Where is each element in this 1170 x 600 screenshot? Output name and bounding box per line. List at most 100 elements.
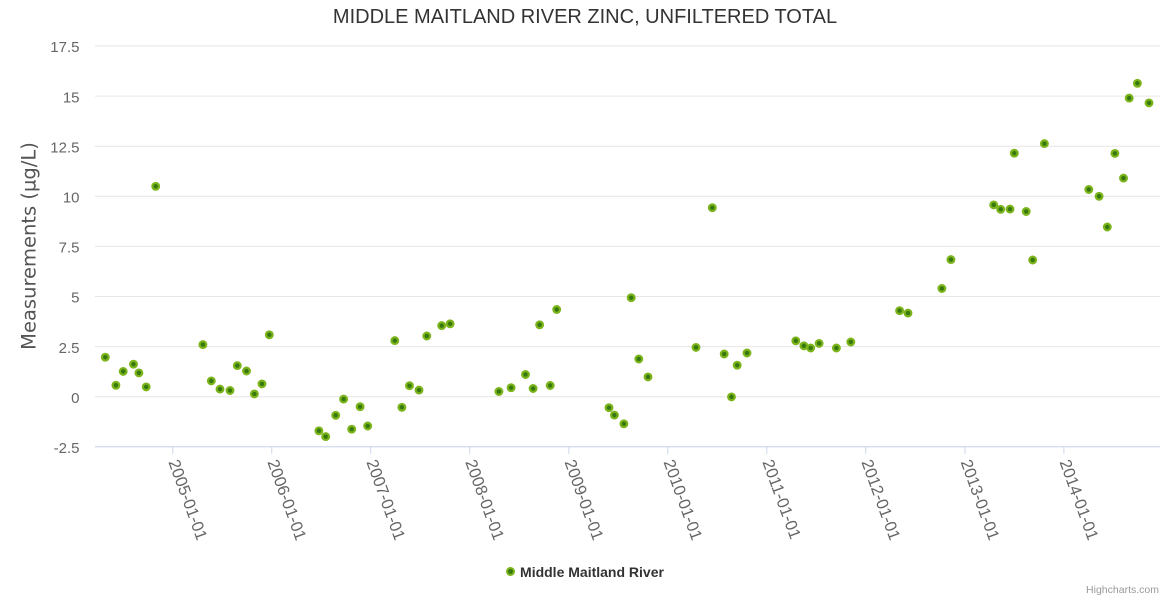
data-point[interactable]	[1021, 207, 1031, 216]
data-point[interactable]	[1094, 191, 1104, 201]
legend-marker-icon	[506, 567, 516, 576]
data-point[interactable]	[732, 360, 742, 370]
data-point[interactable]	[1124, 93, 1134, 103]
data-point[interactable]	[118, 366, 128, 376]
x-axis-label: 2011-01-01	[759, 457, 804, 541]
data-point[interactable]	[151, 181, 161, 191]
x-axis-ticks	[172, 446, 1065, 454]
x-axis-label: 2013-01-01	[957, 457, 1003, 542]
y-axis-label: -2.5	[54, 440, 80, 457]
highcharts-credit[interactable]: Highcharts.com	[1086, 584, 1159, 596]
chart-title: MIDDLE MAITLAND RIVER ZINC, UNFILTERED T…	[332, 6, 838, 28]
data-point[interactable]	[232, 361, 242, 371]
x-axis-labels: 2005-01-01 2006-01-01 2007-01-01 2008-01-01…	[165, 457, 1102, 542]
data-point[interactable]	[397, 402, 407, 412]
data-point[interactable]	[521, 370, 530, 379]
series-points	[100, 78, 1154, 442]
data-point[interactable]	[846, 337, 856, 347]
x-axis-label: 2008-01-01	[461, 457, 507, 542]
data-point[interactable]	[604, 403, 614, 413]
data-point[interactable]	[445, 319, 455, 329]
gridlines	[94, 45, 1160, 448]
data-point[interactable]	[552, 305, 562, 314]
data-point[interactable]	[707, 203, 717, 213]
data-point[interactable]	[111, 380, 121, 390]
data-point[interactable]	[634, 354, 644, 364]
data-point[interactable]	[242, 366, 251, 376]
data-point[interactable]	[390, 336, 400, 346]
data-point[interactable]	[422, 331, 432, 341]
data-point[interactable]	[996, 204, 1006, 214]
data-point[interactable]	[100, 352, 110, 362]
y-axis-label: 15	[63, 89, 80, 106]
data-point[interactable]	[1132, 78, 1142, 88]
x-axis-label: 2005-01-01	[165, 457, 211, 542]
data-point[interactable]	[937, 284, 947, 293]
data-point[interactable]	[831, 343, 841, 353]
data-point[interactable]	[528, 384, 538, 393]
data-point[interactable]	[1110, 148, 1120, 158]
data-point[interactable]	[141, 382, 151, 392]
x-axis-label: 2006-01-01	[263, 457, 309, 542]
y-axis-label: 17.5	[50, 39, 79, 56]
data-point[interactable]	[626, 293, 636, 303]
data-point[interactable]	[895, 306, 905, 316]
data-point[interactable]	[1084, 185, 1094, 194]
data-point[interactable]	[545, 381, 555, 390]
data-point[interactable]	[903, 308, 913, 318]
data-point[interactable]	[198, 340, 208, 350]
x-axis-label: 2014-01-01	[1056, 457, 1102, 542]
data-point[interactable]	[719, 349, 729, 359]
data-point[interactable]	[249, 389, 259, 399]
legend-series-label: Middle Maitland River	[520, 563, 664, 580]
data-point[interactable]	[806, 343, 816, 353]
data-point[interactable]	[946, 255, 956, 265]
data-point[interactable]	[339, 394, 349, 404]
y-axis-labels: -2.5 0 2.5 5 7.5 10 12.5 15 17.5	[50, 39, 79, 457]
data-point[interactable]	[742, 348, 752, 358]
data-point[interactable]	[727, 392, 736, 402]
data-point[interactable]	[347, 424, 357, 434]
data-point[interactable]	[609, 410, 619, 420]
y-axis-label: 7.5	[59, 240, 80, 257]
data-point[interactable]	[799, 341, 809, 351]
data-point[interactable]	[437, 321, 447, 331]
data-point[interactable]	[1028, 255, 1038, 265]
data-point[interactable]	[215, 384, 225, 394]
y-axis-label: 5	[71, 290, 79, 307]
data-point[interactable]	[535, 320, 545, 330]
data-point[interactable]	[1119, 173, 1128, 183]
data-point[interactable]	[129, 359, 138, 369]
data-point[interactable]	[814, 338, 824, 348]
data-point[interactable]	[506, 383, 516, 393]
y-axis-title: Measurements (µg/L)	[17, 142, 41, 350]
y-axis-label: 10	[63, 190, 80, 207]
data-point[interactable]	[989, 200, 999, 210]
y-axis-label: 12.5	[50, 139, 79, 156]
data-point[interactable]	[414, 385, 424, 395]
data-point[interactable]	[1009, 148, 1019, 158]
data-point[interactable]	[331, 410, 341, 420]
data-point[interactable]	[134, 368, 144, 378]
x-axis-label: 2007-01-01	[362, 457, 408, 542]
data-point[interactable]	[691, 342, 701, 352]
data-point[interactable]	[1039, 139, 1049, 149]
data-point[interactable]	[405, 381, 414, 391]
data-point[interactable]	[355, 402, 365, 412]
data-point[interactable]	[1005, 204, 1015, 214]
data-point[interactable]	[363, 421, 373, 431]
data-point[interactable]	[314, 426, 324, 436]
data-point[interactable]	[643, 372, 653, 382]
data-point[interactable]	[1102, 222, 1112, 232]
data-point[interactable]	[1144, 98, 1154, 108]
data-point[interactable]	[225, 386, 235, 395]
data-point[interactable]	[619, 419, 629, 429]
data-point[interactable]	[264, 330, 274, 340]
data-point[interactable]	[321, 432, 331, 442]
data-point[interactable]	[257, 379, 267, 389]
data-point[interactable]	[494, 387, 504, 396]
data-point[interactable]	[791, 336, 801, 346]
data-point[interactable]	[206, 376, 216, 386]
legend[interactable]: Middle Maitland River	[0, 563, 1170, 580]
